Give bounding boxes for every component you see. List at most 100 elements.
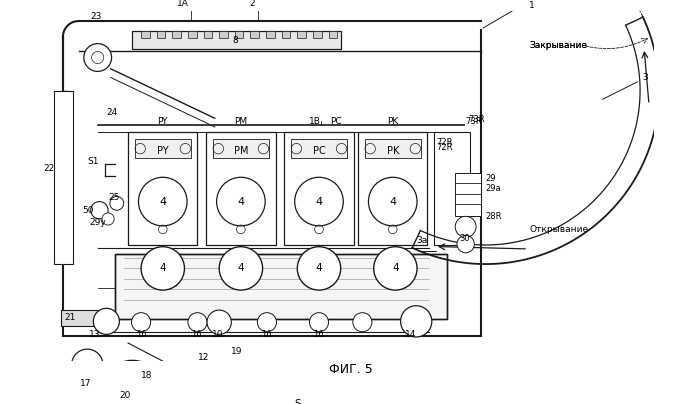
Circle shape: [72, 349, 103, 380]
Text: 4: 4: [159, 263, 166, 274]
Bar: [206, 132, 275, 245]
Text: 18: 18: [141, 370, 152, 380]
Text: ФИГ. 5: ФИГ. 5: [329, 362, 373, 376]
Text: 14: 14: [405, 330, 417, 339]
Text: PC: PC: [331, 117, 343, 126]
Bar: [128, 132, 198, 245]
Bar: [291, 139, 347, 158]
Bar: [433, 132, 470, 245]
Text: 4: 4: [238, 263, 244, 274]
Circle shape: [219, 247, 263, 290]
Circle shape: [207, 310, 231, 335]
Text: 4: 4: [159, 197, 166, 206]
Circle shape: [98, 360, 167, 404]
Text: 4: 4: [238, 197, 245, 206]
Circle shape: [457, 236, 475, 253]
Text: PM: PM: [233, 146, 248, 156]
Bar: [115, 254, 447, 319]
Circle shape: [297, 247, 340, 290]
Text: 4: 4: [316, 263, 322, 274]
Text: 30: 30: [459, 234, 470, 242]
Bar: [297, 32, 306, 38]
Bar: [188, 32, 196, 38]
Text: Закрывание: Закрывание: [529, 41, 587, 50]
Text: 25: 25: [108, 193, 120, 202]
Bar: [284, 132, 354, 245]
Bar: [115, 254, 447, 319]
Bar: [250, 32, 259, 38]
Text: 1B: 1B: [309, 117, 321, 126]
Circle shape: [374, 247, 417, 290]
Circle shape: [141, 247, 185, 290]
Circle shape: [102, 213, 114, 225]
Text: Закрывание: Закрывание: [529, 41, 587, 50]
Text: PK: PK: [387, 117, 398, 126]
Text: PY: PY: [157, 146, 168, 156]
Bar: [266, 32, 275, 38]
Bar: [173, 32, 181, 38]
Text: 1: 1: [529, 1, 535, 10]
Bar: [329, 32, 337, 38]
Text: PK: PK: [387, 146, 399, 156]
Text: 10: 10: [212, 330, 224, 339]
Bar: [135, 139, 191, 158]
Circle shape: [455, 216, 476, 237]
Text: 12: 12: [198, 354, 209, 362]
Bar: [132, 32, 340, 49]
Text: 29: 29: [486, 174, 496, 183]
Text: 4: 4: [315, 197, 322, 206]
Circle shape: [188, 313, 207, 332]
Circle shape: [120, 382, 145, 404]
Circle shape: [368, 177, 417, 226]
Bar: [213, 139, 268, 158]
Bar: [365, 139, 421, 158]
Text: 29y: 29y: [89, 218, 106, 227]
Circle shape: [94, 308, 120, 335]
Bar: [313, 32, 322, 38]
Text: 1A: 1A: [177, 0, 189, 8]
Text: 29a: 29a: [486, 184, 501, 193]
Bar: [55, 90, 73, 264]
Text: S: S: [294, 399, 301, 404]
Text: 72R: 72R: [436, 138, 453, 147]
Bar: [358, 132, 428, 245]
Text: 20: 20: [120, 391, 131, 400]
Circle shape: [310, 313, 329, 332]
Text: 2: 2: [250, 0, 255, 8]
Text: PC: PC: [312, 146, 325, 156]
Bar: [141, 32, 150, 38]
Circle shape: [138, 177, 187, 226]
Text: 4: 4: [392, 263, 398, 274]
Text: 73R: 73R: [466, 117, 482, 126]
Text: 13: 13: [89, 330, 101, 339]
Text: 23: 23: [91, 12, 102, 21]
Text: 72R: 72R: [436, 143, 453, 152]
Circle shape: [295, 177, 343, 226]
Text: 28R: 28R: [486, 212, 502, 221]
Text: 8: 8: [232, 36, 238, 45]
Bar: [219, 32, 228, 38]
Text: 16: 16: [261, 330, 271, 339]
Circle shape: [217, 177, 265, 226]
Circle shape: [84, 44, 112, 72]
Text: 19: 19: [231, 347, 243, 356]
Circle shape: [91, 202, 108, 219]
Bar: [62, 310, 105, 326]
Circle shape: [257, 313, 277, 332]
Text: 21: 21: [65, 313, 76, 322]
Circle shape: [131, 313, 150, 332]
Text: 73R: 73R: [468, 115, 485, 124]
Text: Открывание: Открывание: [529, 225, 588, 234]
Circle shape: [353, 313, 372, 332]
Text: 24: 24: [106, 108, 117, 117]
Text: S1: S1: [87, 157, 99, 166]
Text: PM: PM: [234, 117, 247, 126]
Text: 16: 16: [136, 330, 147, 339]
Bar: [132, 32, 340, 49]
Text: 3: 3: [642, 73, 647, 82]
Circle shape: [110, 196, 124, 210]
Bar: [203, 32, 212, 38]
Text: 16: 16: [192, 330, 202, 339]
Text: 3a: 3a: [417, 236, 428, 245]
Bar: [157, 32, 166, 38]
